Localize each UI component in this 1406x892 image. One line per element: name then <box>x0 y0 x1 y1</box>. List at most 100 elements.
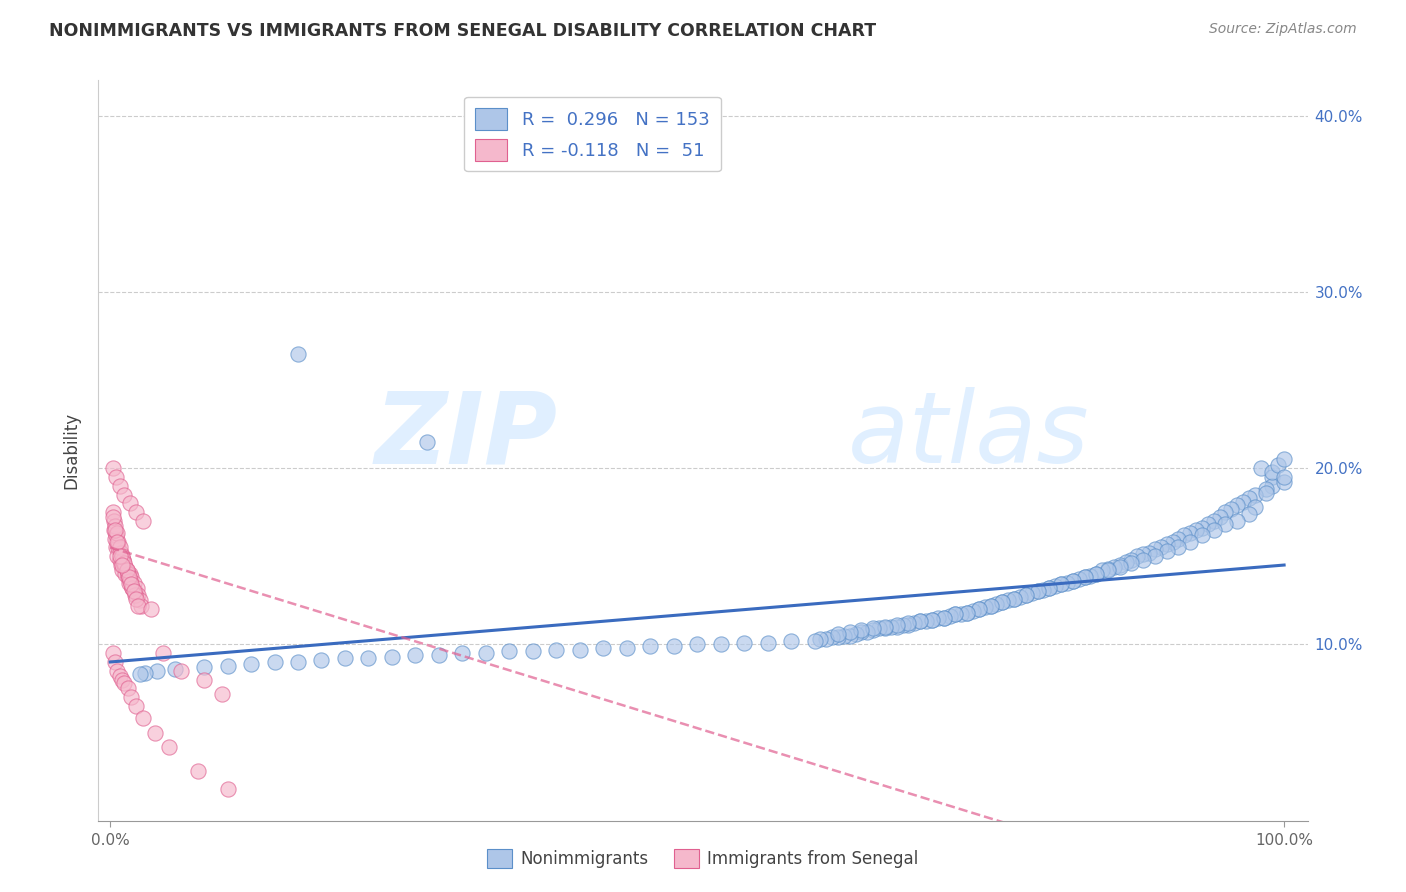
Point <box>115 563 138 577</box>
Point <box>1272 470 1295 484</box>
Point <box>1121 556 1143 570</box>
Point <box>862 622 884 636</box>
Point <box>1191 528 1213 542</box>
Point <box>108 479 131 493</box>
Point <box>128 667 150 681</box>
Point <box>1032 582 1054 597</box>
Point <box>1185 523 1208 537</box>
Point <box>873 620 896 634</box>
Point <box>127 588 149 602</box>
Point <box>112 553 135 567</box>
Point <box>114 559 136 574</box>
Point <box>1080 568 1102 582</box>
Point <box>1121 553 1143 567</box>
Point <box>107 541 129 555</box>
Point <box>187 764 209 779</box>
Point <box>117 681 139 696</box>
Point <box>120 690 142 705</box>
Point <box>832 628 855 642</box>
Point <box>780 633 803 648</box>
Point <box>118 570 141 584</box>
Point <box>886 618 908 632</box>
Point <box>1197 517 1219 532</box>
Point <box>121 581 143 595</box>
Point <box>1132 553 1154 567</box>
Point <box>662 639 685 653</box>
Point <box>141 602 163 616</box>
Point <box>103 523 125 537</box>
Point <box>1073 570 1095 584</box>
Point <box>1126 549 1149 564</box>
Point <box>803 633 825 648</box>
Point <box>110 558 132 572</box>
Point <box>1261 470 1284 484</box>
Point <box>263 655 285 669</box>
Point <box>117 570 139 584</box>
Point <box>686 637 709 651</box>
Point <box>1021 586 1043 600</box>
Point <box>416 434 439 449</box>
Point <box>105 470 128 484</box>
Point <box>592 640 614 655</box>
Point <box>1026 584 1049 599</box>
Point <box>111 549 134 564</box>
Point <box>1143 542 1166 557</box>
Point <box>1043 579 1066 593</box>
Point <box>333 651 356 665</box>
Point <box>827 630 849 644</box>
Point <box>1243 500 1265 514</box>
Point <box>132 711 155 725</box>
Point <box>240 657 263 671</box>
Point <box>908 615 931 629</box>
Point <box>908 615 931 629</box>
Point <box>101 510 124 524</box>
Point <box>950 607 973 622</box>
Point <box>1156 544 1178 558</box>
Point <box>1062 574 1084 588</box>
Point <box>991 595 1014 609</box>
Point <box>1156 537 1178 551</box>
Point <box>101 461 124 475</box>
Point <box>945 607 967 622</box>
Point <box>962 604 984 618</box>
Point <box>886 620 908 634</box>
Point <box>112 558 135 572</box>
Point <box>997 593 1019 607</box>
Point <box>152 646 174 660</box>
Point <box>1137 546 1160 560</box>
Point <box>1085 566 1108 581</box>
Point <box>1215 517 1237 532</box>
Point <box>1015 588 1038 602</box>
Point <box>111 673 134 687</box>
Point <box>103 514 125 528</box>
Point <box>1237 507 1260 521</box>
Point <box>287 655 309 669</box>
Point <box>211 687 233 701</box>
Point <box>117 566 139 581</box>
Point <box>1226 514 1249 528</box>
Point <box>451 646 474 660</box>
Point <box>967 602 990 616</box>
Point <box>357 651 380 665</box>
Point <box>1180 535 1202 549</box>
Point <box>991 595 1014 609</box>
Point <box>980 599 1002 613</box>
Point <box>710 637 733 651</box>
Point <box>851 624 873 638</box>
Point <box>104 519 127 533</box>
Point <box>956 606 979 620</box>
Point <box>381 649 404 664</box>
Point <box>1237 491 1260 505</box>
Point <box>112 487 135 501</box>
Point <box>101 646 124 660</box>
Point <box>522 644 544 658</box>
Point <box>616 640 638 655</box>
Point <box>1091 563 1114 577</box>
Point <box>111 563 134 577</box>
Point <box>217 781 239 796</box>
Point <box>1202 514 1225 528</box>
Point <box>115 563 138 577</box>
Point <box>815 632 838 646</box>
Point <box>845 627 868 641</box>
Point <box>124 588 146 602</box>
